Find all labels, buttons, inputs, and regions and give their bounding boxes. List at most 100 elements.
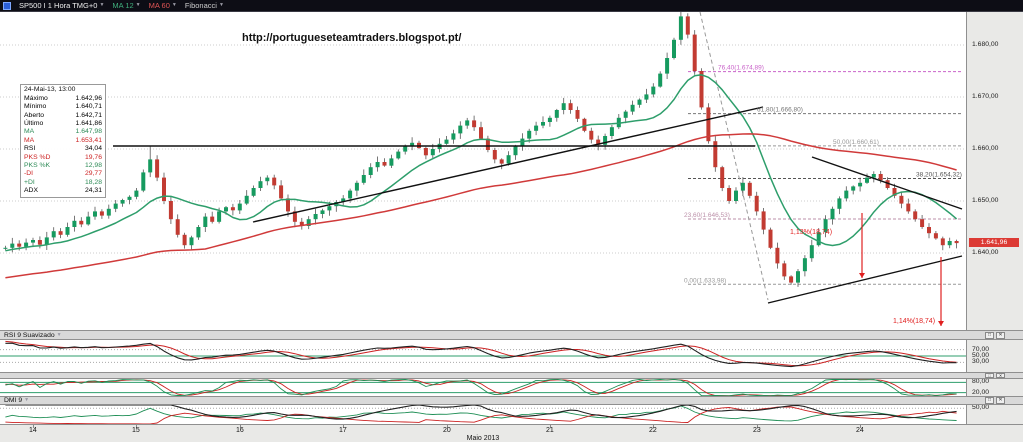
legend-value: 1.642,71 [75, 111, 102, 119]
price-axis: 1.641,96 1.680,00 1.670,00 1.660,00 1.650,0… [966, 12, 1023, 330]
fibonacci-tool-menu[interactable]: Fibonacci ▼ [185, 1, 224, 10]
price-axis-label: 1.660,00 [972, 145, 999, 152]
legend-label: PKS %K [24, 162, 51, 170]
day-tick [550, 425, 551, 428]
legend-label: +DI [24, 178, 35, 186]
legend-label: MA [24, 136, 35, 144]
fib-level-label: 23,60(1.646,53) [684, 212, 730, 219]
day-label: 16 [236, 427, 244, 434]
day-label: 24 [856, 427, 864, 434]
day-tick [136, 425, 137, 428]
legend-label: MA [24, 128, 35, 136]
minimize-icon: □ [987, 397, 992, 403]
minimize-panel-button[interactable]: □ [985, 397, 994, 404]
rsi-title-label: RSI 9 Suavizado [4, 331, 55, 339]
chevron-down-icon: ▼ [24, 397, 30, 403]
rsi-panel-buttons: □ ✕ [985, 331, 1005, 339]
legend-row: PKS %D 19,76 [24, 154, 102, 162]
indicator-axis-label: 80,00 [972, 379, 990, 386]
rsi-panel-plot[interactable] [0, 340, 966, 372]
close-panel-button[interactable]: ✕ [996, 373, 1005, 378]
day-label: 21 [546, 427, 554, 434]
dmi-panel-plot[interactable] [0, 405, 966, 424]
legend-row: Aberto 1.642,71 [24, 112, 102, 120]
ma-fast-indicator-menu[interactable]: MA 12 ▼ [112, 1, 140, 10]
legend-rows: Máximo 1.642,96 Mínimo 1.640,71 Aberto 1.642,… [24, 95, 102, 196]
day-label: 23 [753, 427, 761, 434]
day-tick [240, 425, 241, 428]
fib-level-label: 61,80(1.666,80) [757, 107, 803, 114]
dmi-panel-title[interactable]: DMI 9 ▼ [4, 397, 29, 404]
app-icon [3, 1, 11, 10]
instrument-label: SP500 I 1 Hora TMG+0 [19, 1, 98, 10]
minimize-panel-button[interactable]: □ [985, 331, 994, 339]
rsi-panel-title[interactable]: RSI 9 Suavizado ▼ [4, 332, 62, 339]
ma-slow-indicator-menu[interactable]: MA 60 ▼ [149, 1, 177, 10]
close-icon: ✕ [998, 373, 1003, 378]
month-label: Maio 2013 [466, 435, 500, 442]
ma-fast-label: MA 12 [112, 1, 134, 10]
legend-row: Último 1.641,86 [24, 120, 102, 128]
legend-row: ADX 24,31 [24, 187, 102, 195]
day-tick [757, 425, 758, 428]
minimize-icon: □ [987, 331, 992, 338]
data-window-legend: 24-Mai-13, 13:00 Máximo 1.642,96 Mínimo 1.6… [20, 84, 106, 198]
price-axis-label: 1.680,00 [972, 41, 999, 48]
day-label: 17 [339, 427, 347, 434]
dmi-title-label: DMI 9 [4, 397, 23, 404]
rsi-panel-header: RSI 9 Suavizado ▼ □ ✕ [0, 330, 1023, 340]
legend-label: -DI [24, 170, 34, 178]
legend-value: 12,98 [84, 162, 102, 170]
legend-row: +DI 18,28 [24, 179, 102, 187]
legend-row: MA 1.653,41 [24, 137, 102, 145]
ma-slow-label: MA 60 [148, 1, 170, 10]
chevron-down-icon: ▼ [218, 2, 224, 8]
day-tick [860, 425, 861, 428]
stoch-panel-header: □ ✕ [0, 372, 1023, 379]
day-label: 22 [649, 427, 657, 434]
legend-row: Máximo 1.642,96 [24, 95, 102, 103]
measure-label: 1,13%(18,74) [790, 229, 832, 236]
legend-value: 1.641,86 [75, 120, 102, 128]
fib-level-label: 0,00(1.633,98) [684, 277, 726, 284]
fibonacci-label: Fibonacci [184, 1, 217, 10]
indicator-axis-label: 20,00 [972, 388, 990, 396]
chevron-down-icon: ▼ [99, 2, 105, 8]
day-label: 14 [29, 427, 37, 434]
dmi-axis: 50,00 [966, 405, 1023, 424]
legend-label: ADX [24, 187, 38, 195]
legend-row: Mínimo 1.640,71 [24, 103, 102, 111]
minimize-panel-button[interactable]: □ [985, 373, 994, 378]
fib-level-label: 76,40(1.674,89) [718, 65, 764, 72]
chevron-down-icon: ▼ [171, 2, 177, 8]
legend-value: 29,77 [84, 170, 102, 178]
legend-row: RSI 34,04 [24, 145, 102, 153]
day-label: 20 [443, 427, 451, 434]
time-axis: 14 15 16 17 20 21 22 23 24 Maio 2013 [0, 424, 1023, 442]
legend-value: 1.653,41 [75, 136, 102, 144]
instrument-selector[interactable]: SP500 I 1 Hora TMG+0 ▼ [19, 1, 104, 10]
measure-label: 1,14%(18,74) [893, 318, 935, 325]
main-chart-plot[interactable]: 1,13%(18,74) 1,14%(18,74) 76,40(1.674,89) 6… [0, 12, 966, 330]
legend-label: RSI [24, 145, 36, 153]
dmi-panel-header: DMI 9 ▼ □ ✕ [0, 396, 1023, 405]
legend-value: 1.642,96 [75, 94, 102, 102]
day-label: 15 [132, 427, 140, 434]
legend-row: PKS %K 12,98 [24, 162, 102, 170]
close-panel-button[interactable]: ✕ [996, 397, 1005, 404]
close-icon: ✕ [998, 331, 1003, 338]
stoch-panel-plot[interactable] [0, 379, 966, 396]
legend-value: 34,04 [84, 145, 102, 153]
minimize-icon: □ [988, 373, 991, 378]
day-tick [33, 425, 34, 428]
legend-label: Mínimo [24, 103, 47, 111]
day-tick [447, 425, 448, 428]
close-icon: ✕ [998, 397, 1003, 403]
stoch-axis: 80,00 20,00 [966, 379, 1023, 396]
fib-level-label: 50,00(1.660,61) [833, 139, 879, 146]
legend-row: -DI 29,77 [24, 170, 102, 178]
day-tick [653, 425, 654, 428]
close-panel-button[interactable]: ✕ [996, 331, 1005, 339]
legend-timestamp: 24-Mai-13, 13:00 [24, 86, 76, 93]
chart-toolbar: SP500 I 1 Hora TMG+0 ▼ MA 12 ▼ MA 60 ▼ F… [0, 0, 1023, 12]
